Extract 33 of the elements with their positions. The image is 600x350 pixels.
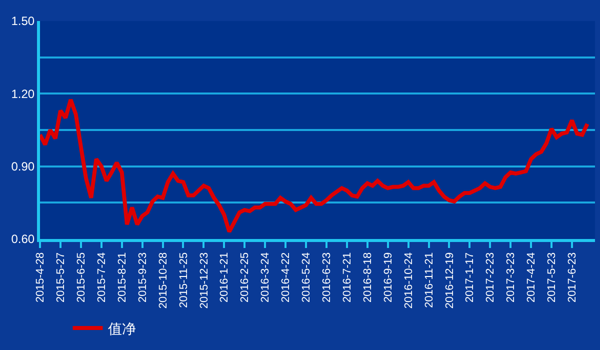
- x-tick-label: 2015-12-23: [198, 252, 210, 309]
- x-tick-label: 2016-7-21: [341, 252, 354, 303]
- x-tick-label: 2015-10-28: [157, 252, 170, 309]
- y-tick-label: 0.90: [11, 160, 35, 174]
- x-tick-label: 2017-6-23: [566, 252, 579, 303]
- x-tick-label: 2017-3-23: [505, 252, 518, 303]
- x-tick-label: 2017-2-23: [484, 252, 497, 303]
- line-series: [40, 98, 590, 234]
- x-tick-label: 2016-3-24: [260, 252, 272, 303]
- x-tick-label: 2017-5-23: [546, 252, 558, 303]
- x-tick-label: 2016-11-21: [423, 252, 436, 308]
- x-tick-label: 2015-7-24: [96, 252, 108, 303]
- legend-label: 值净: [108, 321, 136, 338]
- y-tick-label: 1.50: [11, 14, 35, 28]
- x-tick-label: 2016-8-18: [362, 252, 374, 303]
- x-tick-label: 2015-5-27: [55, 252, 68, 303]
- x-tick-label: 2015-8-21: [116, 252, 128, 303]
- x-tick-label: 2016-5-24: [300, 252, 313, 303]
- x-tick-label: 2016-10-24: [402, 252, 415, 309]
- x-tick-label: 2017-1-17: [464, 252, 476, 303]
- x-tick-label: 2016-1-21: [218, 252, 231, 303]
- x-tick-label: 2016-12-19: [444, 252, 456, 309]
- x-tick-label: 2015-6-25: [75, 252, 88, 303]
- y-tick-label: 0.60: [11, 232, 35, 246]
- x-tick-label: 2017-4-24: [526, 252, 538, 303]
- x-tick-label: 2015-9-23: [136, 252, 149, 303]
- x-tick-label: 2016-4-22: [280, 252, 292, 303]
- x-tick-label: 2016-9-19: [382, 252, 394, 303]
- x-tick-label: 2016-6-23: [321, 252, 334, 303]
- x-tick-label: 2015-4-28: [34, 252, 47, 303]
- x-tick-label: 2015-11-25: [178, 252, 190, 308]
- x-tick-label: 2016-2-25: [239, 252, 252, 303]
- y-tick-label: 1.20: [11, 86, 35, 101]
